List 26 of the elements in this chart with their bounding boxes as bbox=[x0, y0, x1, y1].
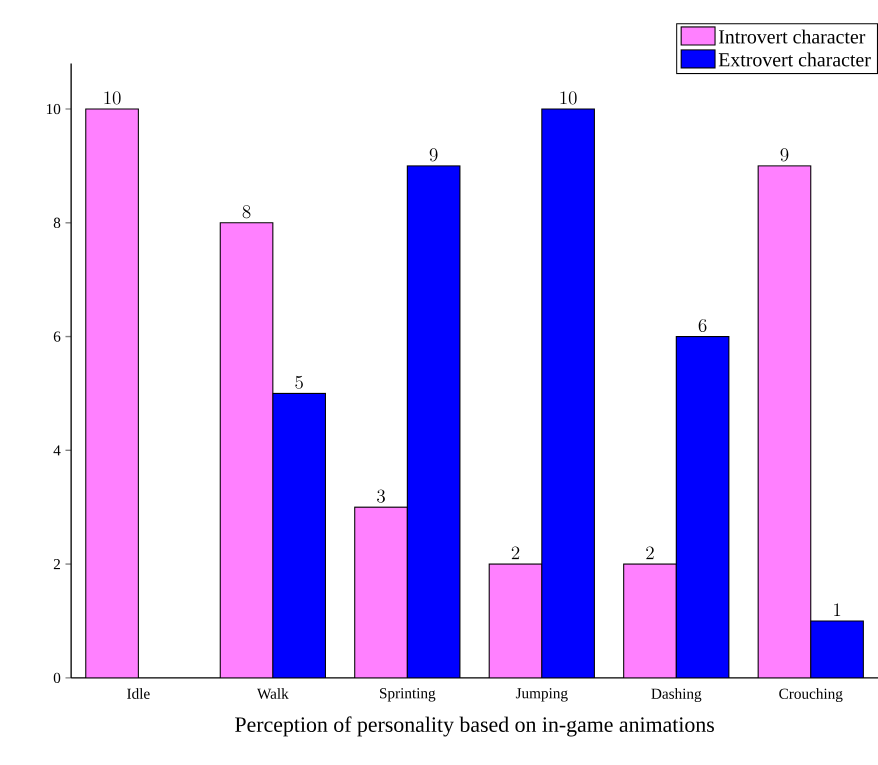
data-label: 10 bbox=[560, 91, 577, 104]
y-tick-label: 10 bbox=[46, 104, 60, 114]
data-label: 8 bbox=[242, 205, 250, 218]
legend-label: Extrovert character bbox=[718, 52, 871, 66]
data-label: 9 bbox=[780, 148, 788, 162]
y-tick-label: 4 bbox=[53, 445, 61, 456]
data-label: 5 bbox=[295, 376, 303, 389]
data-label: 1 bbox=[834, 603, 840, 616]
x-axis-title: Perception of personality based on in-game animations bbox=[235, 716, 714, 736]
data-label: 3 bbox=[377, 490, 385, 503]
y-tick-label: 6 bbox=[54, 331, 60, 342]
data-label: 6 bbox=[698, 318, 706, 332]
y-tick-label: 0 bbox=[54, 672, 60, 683]
x-tick-label: Sprinting bbox=[380, 688, 436, 702]
x-tick-label: Idle bbox=[127, 688, 150, 699]
data-label: 2 bbox=[512, 546, 520, 560]
x-tick-label: Dashing bbox=[651, 688, 702, 702]
legend-label: Introvert character bbox=[718, 30, 866, 44]
x-tick-label: Jumping bbox=[516, 688, 568, 702]
data-label: 2 bbox=[646, 546, 654, 560]
y-tick-label: 2 bbox=[54, 558, 60, 570]
data-label: 9 bbox=[430, 148, 438, 162]
x-tick-label: Crouching bbox=[779, 688, 843, 702]
x-tick-label: Walk bbox=[257, 688, 289, 699]
data-label: 10 bbox=[104, 91, 121, 104]
y-tick-label: 8 bbox=[54, 218, 60, 228]
